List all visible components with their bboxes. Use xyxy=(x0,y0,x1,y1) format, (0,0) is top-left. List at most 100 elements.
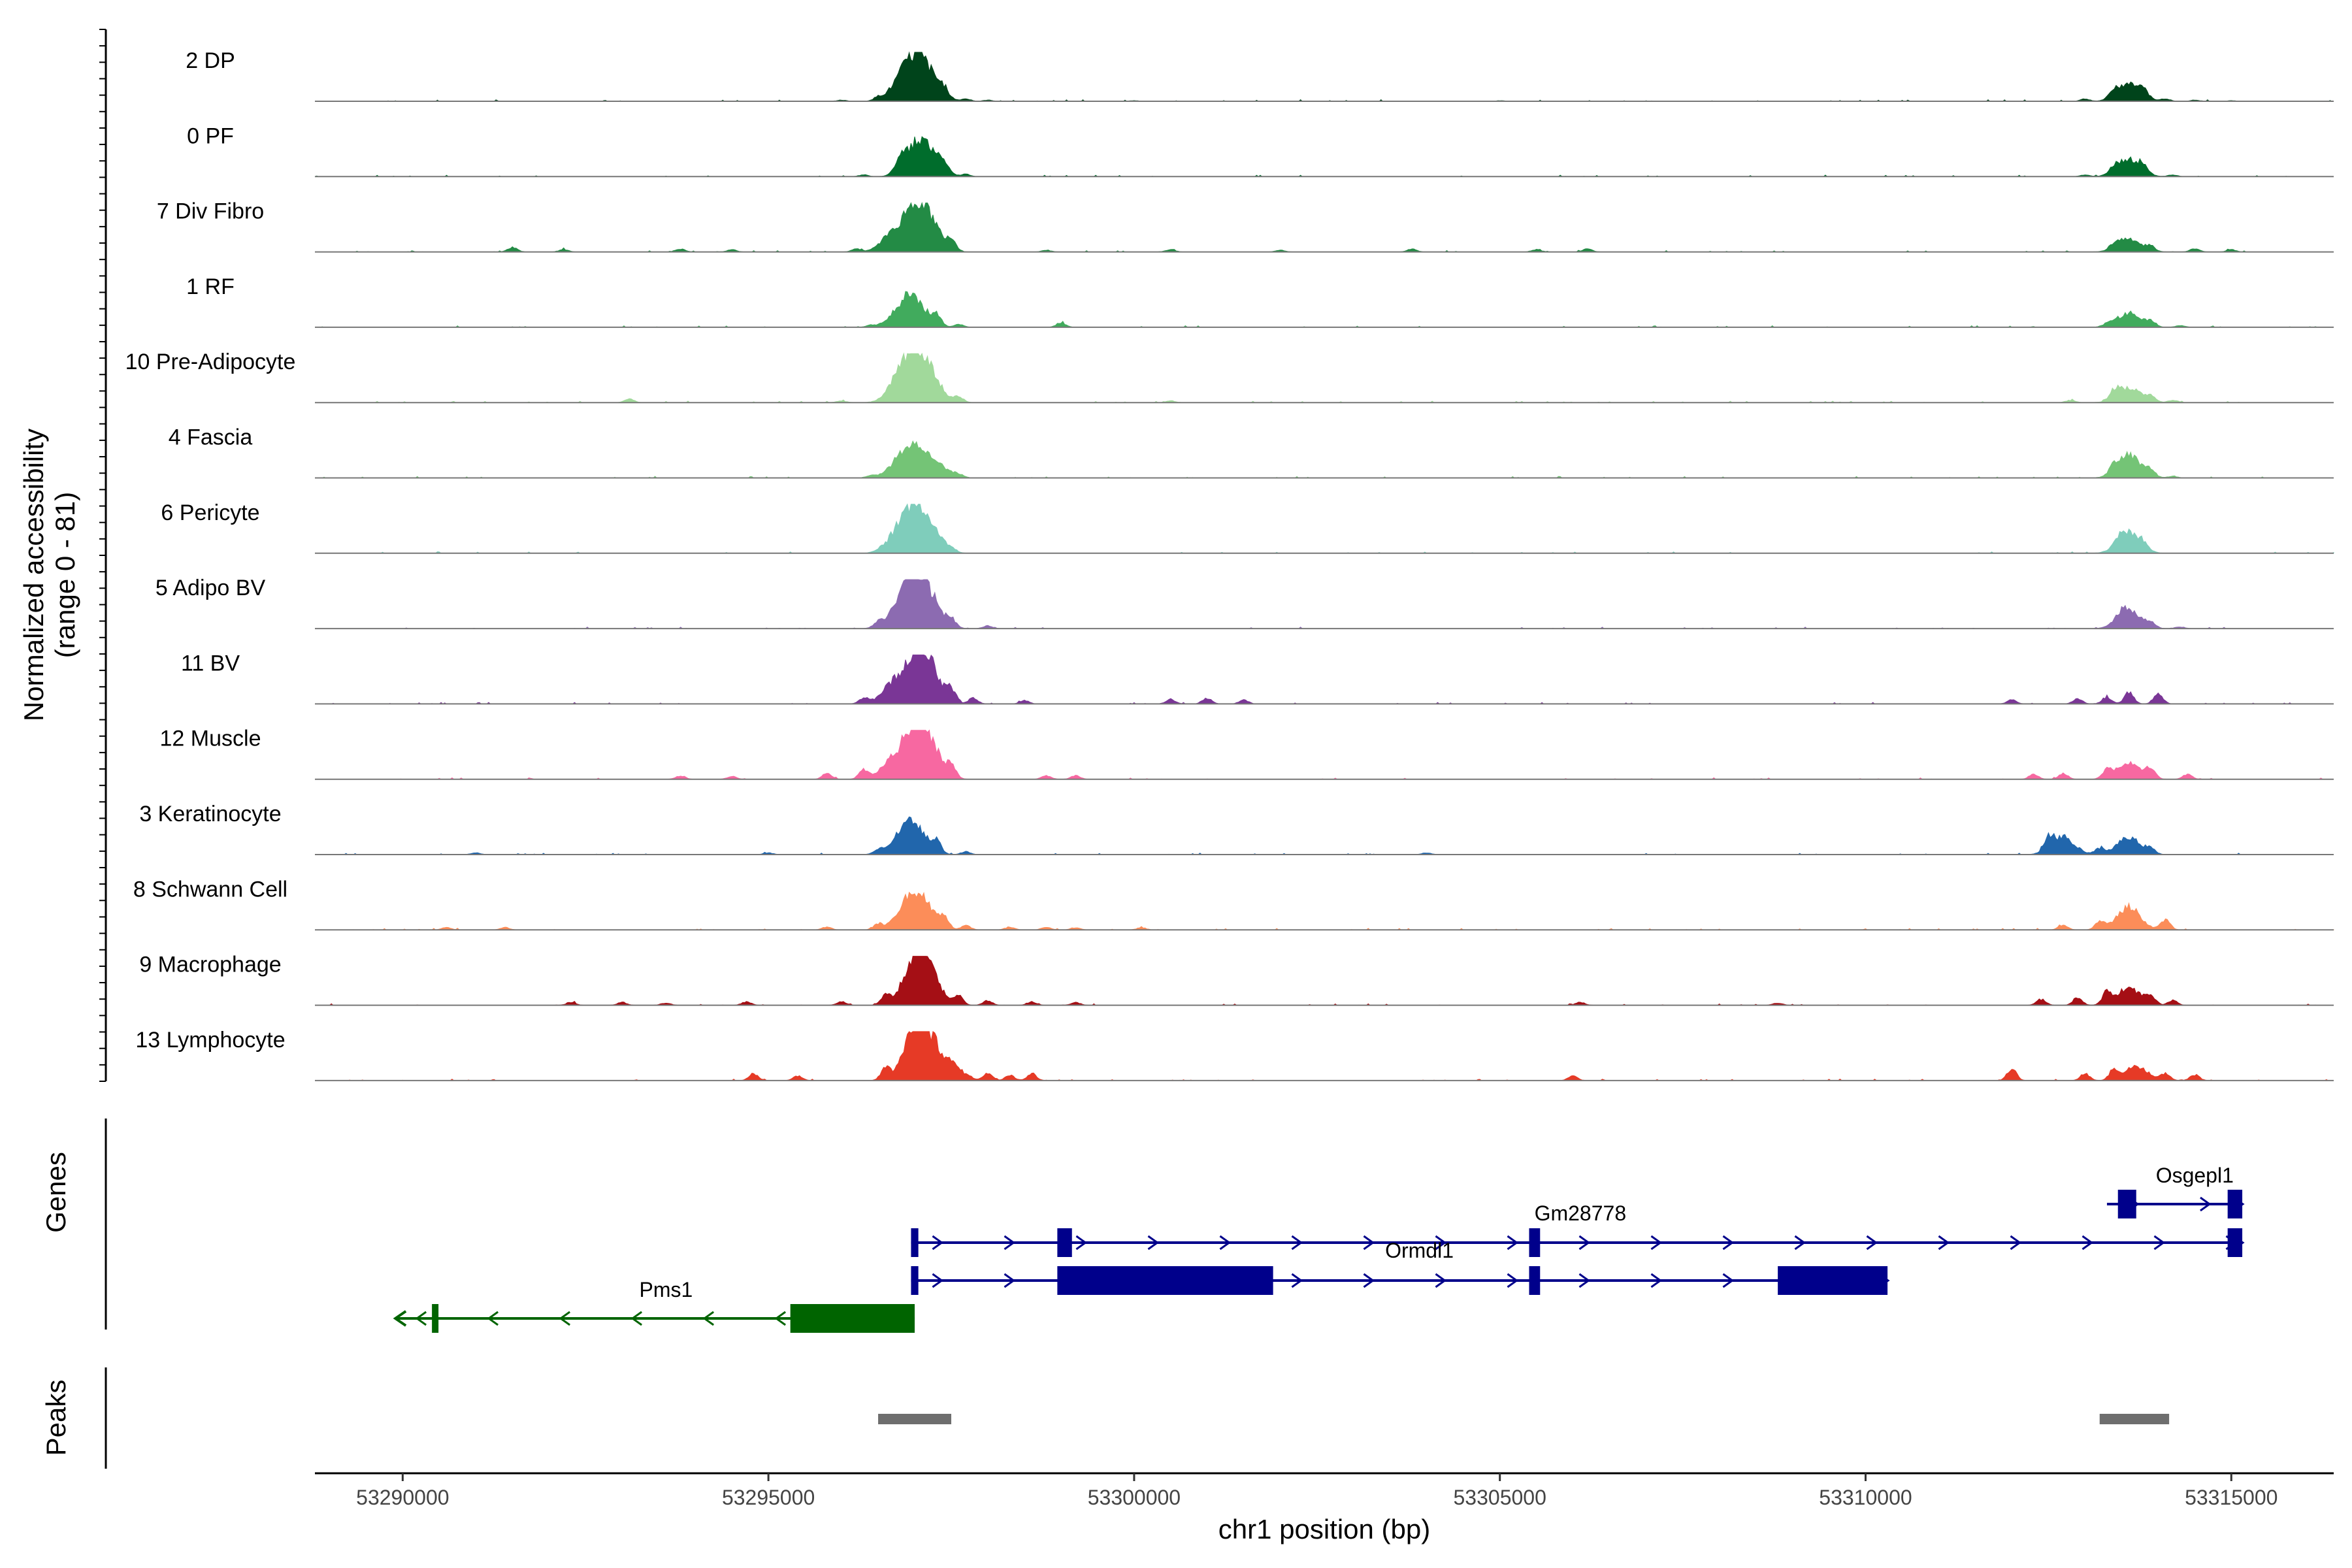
strand-chevron xyxy=(487,1311,499,1326)
strand-chevron xyxy=(1794,1235,1806,1250)
gene: Ormdl1 xyxy=(911,1239,1890,1295)
gene-exon xyxy=(790,1304,915,1333)
coverage-track: 7 Div Fibro xyxy=(157,199,2334,253)
strand-chevron xyxy=(932,1273,944,1288)
strand-chevron xyxy=(1147,1235,1160,1250)
coverage-track: 4 Fascia xyxy=(169,425,2334,479)
gene-exon xyxy=(1529,1228,1541,1257)
coverage-track: 2 DP xyxy=(186,48,2334,102)
strand-chevron xyxy=(1435,1235,1447,1250)
strand-chevron xyxy=(1866,1235,1878,1250)
strand-chevron xyxy=(2200,1196,2212,1212)
strand-chevron xyxy=(774,1311,787,1326)
strand-chevron xyxy=(2082,1235,2094,1250)
gene-exon xyxy=(1778,1266,1888,1295)
gene-label: Osgepl1 xyxy=(2156,1164,2234,1187)
gene-end-arrow xyxy=(393,1310,407,1327)
coverage-track: 1 RF xyxy=(186,274,2334,328)
gene-exon xyxy=(911,1228,919,1257)
track-label: 1 RF xyxy=(186,274,235,299)
gene-annotation-panel: Osgepl1 Gm28778 Ormdl1 Pms1 xyxy=(105,1119,2245,1333)
gene-exon xyxy=(1057,1266,1273,1295)
track-label: 6 Pericyte xyxy=(161,500,259,525)
coverage-area xyxy=(315,201,2334,253)
strand-chevron xyxy=(1578,1273,1591,1288)
gene-exon xyxy=(2227,1190,2243,1218)
gene-exon xyxy=(432,1304,439,1333)
track-label: 3 Keratinocyte xyxy=(139,802,281,826)
strand-chevron xyxy=(702,1311,715,1326)
gene-exon xyxy=(2117,1190,2136,1218)
track-label: 10 Pre-Adipocyte xyxy=(125,350,296,374)
coverage-area xyxy=(315,729,2334,780)
track-label: 11 BV xyxy=(181,651,240,676)
track-label: 5 Adipo BV xyxy=(155,576,266,600)
strand-chevron xyxy=(1291,1273,1303,1288)
coverage-area xyxy=(315,291,2334,328)
track-label: 9 Macrophage xyxy=(139,953,281,977)
strand-chevron xyxy=(1363,1273,1375,1288)
coverage-track: 3 Keratinocyte xyxy=(139,802,2334,855)
coverage-area xyxy=(315,352,2334,403)
strand-chevron xyxy=(2153,1235,2166,1250)
coverage-area xyxy=(315,579,2334,629)
coverage-track: 10 Pre-Adipocyte xyxy=(125,350,2334,404)
track-label: 13 Lymphocyte xyxy=(135,1028,285,1053)
strand-chevron xyxy=(932,1235,944,1250)
x-tick-label: 53305000 xyxy=(1454,1486,1546,1509)
peak-region-bar xyxy=(2099,1414,2170,1424)
genes-panel-label: Genes xyxy=(41,1152,71,1233)
strand-chevron xyxy=(1363,1235,1375,1250)
strand-chevron xyxy=(1507,1273,1519,1288)
strand-chevron xyxy=(415,1311,427,1326)
strand-chevron xyxy=(1938,1235,1950,1250)
track-label: 8 Schwann Cell xyxy=(133,877,287,902)
gene-exon xyxy=(911,1266,919,1295)
strand-chevron xyxy=(1507,1235,1519,1250)
track-label: 12 Muscle xyxy=(160,727,261,751)
strand-chevron xyxy=(1004,1235,1016,1250)
peaks-panel xyxy=(105,1367,2170,1469)
peaks-panel-label: Peaks xyxy=(41,1380,71,1456)
coverage-area xyxy=(315,503,2334,554)
strand-chevron xyxy=(1650,1235,1663,1250)
coverage-track: 13 Lymphocyte xyxy=(135,1028,2334,1081)
coverage-area xyxy=(315,654,2334,705)
coverage-tracks: 2 DP 0 PF 7 Div Fibro 1 RF 10 Pre-Adipocyte 4… xyxy=(99,29,2334,1082)
strand-chevron xyxy=(559,1311,571,1326)
strand-chevron xyxy=(1075,1235,1088,1250)
x-tick-label: 53295000 xyxy=(722,1486,815,1509)
gene: Gm28778 xyxy=(911,1201,2245,1257)
coverage-area xyxy=(314,136,2334,177)
coverage-track: 11 BV xyxy=(181,651,2334,705)
gene-exon xyxy=(1057,1228,1072,1257)
strand-chevron xyxy=(1722,1235,1735,1250)
x-axis-title: chr1 position (bp) xyxy=(1218,1514,1431,1544)
strand-chevron xyxy=(1219,1235,1232,1250)
strand-chevron xyxy=(1722,1273,1735,1288)
coverage-area xyxy=(315,51,2334,102)
coverage-track: 5 Adipo BV xyxy=(155,576,2334,630)
coverage-area xyxy=(315,1031,2334,1081)
strand-chevron xyxy=(1435,1273,1447,1288)
coverage-area xyxy=(315,891,2334,930)
track-label: 2 DP xyxy=(186,48,235,73)
gene-label: Gm28778 xyxy=(1535,1201,1627,1225)
coverage-area xyxy=(315,816,2334,855)
x-tick-label: 53300000 xyxy=(1088,1486,1181,1509)
track-label: 7 Div Fibro xyxy=(157,199,264,224)
x-tick-label: 53290000 xyxy=(356,1486,449,1509)
x-tick-label: 53315000 xyxy=(2185,1486,2278,1509)
gene-label: Pms1 xyxy=(639,1278,693,1301)
coverage-track: 9 Macrophage xyxy=(139,953,2334,1006)
coverage-area xyxy=(315,440,2334,478)
x-tick-label: 53310000 xyxy=(1819,1486,1912,1509)
y-axis-title-line2: (range 0 - 81) xyxy=(50,492,80,658)
strand-chevron xyxy=(1291,1235,1303,1250)
coverage-area xyxy=(315,956,2334,1006)
track-label: 0 PF xyxy=(187,123,234,148)
strand-chevron xyxy=(2010,1235,2022,1250)
gene-exon xyxy=(1529,1266,1541,1295)
coverage-track: 0 PF xyxy=(187,123,2334,178)
track-label: 4 Fascia xyxy=(169,425,253,450)
